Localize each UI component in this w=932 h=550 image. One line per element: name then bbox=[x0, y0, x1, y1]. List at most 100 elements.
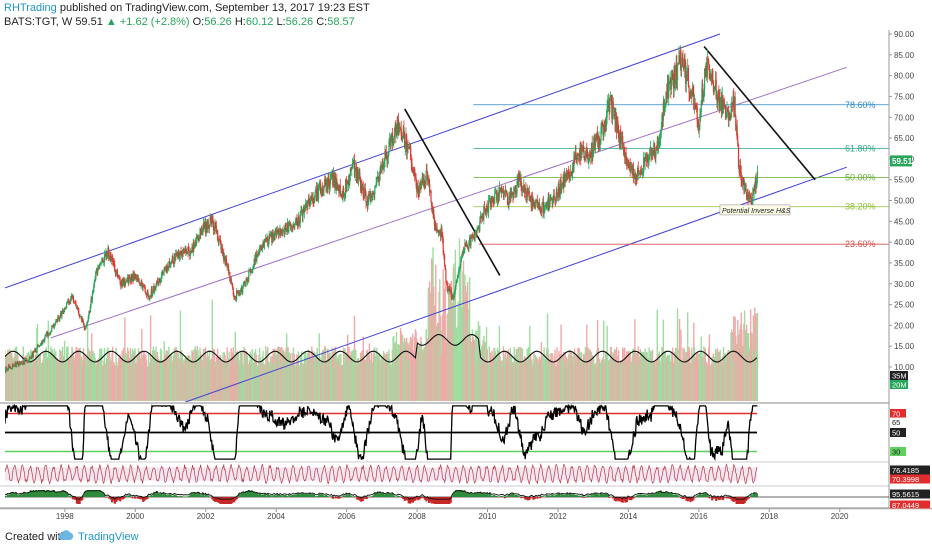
oscillator-bar bbox=[505, 496, 508, 497]
candle-body bbox=[279, 228, 281, 233]
candle-body bbox=[527, 191, 530, 194]
candle-body bbox=[577, 154, 579, 155]
candle-body bbox=[51, 326, 54, 327]
symbol-line: BATS:TGT, W 59.51 ▲ +1.62 (+2.8%) O:56.2… bbox=[4, 16, 355, 28]
candle-body bbox=[521, 188, 524, 192]
oscillator-bar bbox=[335, 497, 339, 499]
candle-body bbox=[192, 246, 194, 253]
candle-body bbox=[196, 235, 198, 240]
oscillator-bar bbox=[400, 497, 404, 498]
candle-body bbox=[433, 209, 435, 218]
candle-body bbox=[635, 178, 637, 180]
oscillator-bar bbox=[385, 493, 389, 497]
candle-body bbox=[387, 157, 389, 162]
candle-body bbox=[184, 247, 186, 251]
candle-body bbox=[58, 317, 60, 320]
tradingview-brand[interactable]: TradingView bbox=[78, 531, 139, 543]
candle-body bbox=[445, 270, 447, 282]
oscillator-bar bbox=[725, 497, 729, 499]
candle-body bbox=[654, 154, 656, 158]
oscillator-bar bbox=[146, 497, 149, 500]
candle-body bbox=[44, 335, 46, 340]
candle-body bbox=[363, 196, 365, 198]
oscillator-bar bbox=[490, 495, 493, 497]
oscillator-bar bbox=[25, 493, 28, 497]
candle-body bbox=[626, 162, 629, 164]
candle-body bbox=[133, 274, 135, 281]
oscillator-bar bbox=[127, 495, 130, 497]
author-link[interactable]: RHTrading bbox=[4, 2, 57, 14]
candle-body bbox=[36, 345, 39, 348]
candle-body bbox=[572, 168, 574, 171]
candle-body bbox=[626, 160, 628, 164]
candle-body bbox=[501, 190, 503, 193]
candle-body bbox=[692, 87, 694, 93]
oscillator-bar bbox=[427, 497, 431, 503]
candle-body bbox=[128, 277, 130, 284]
oscillator-bar bbox=[273, 494, 276, 497]
candle-body bbox=[345, 179, 347, 194]
candle-body bbox=[403, 127, 405, 134]
volume-bar bbox=[149, 315, 152, 401]
oscillator-bar bbox=[260, 494, 263, 497]
oscillator-bar bbox=[705, 493, 708, 497]
candle-body bbox=[144, 287, 146, 293]
oscillator-bar bbox=[211, 497, 214, 500]
oscillator-bar bbox=[9, 493, 12, 497]
candle-body bbox=[175, 252, 177, 254]
oscillator-bar bbox=[635, 495, 638, 497]
oscillator-bar bbox=[574, 495, 577, 497]
candle-body bbox=[655, 146, 657, 158]
oscillator-bar bbox=[89, 490, 92, 497]
oscillator-bar bbox=[685, 497, 688, 501]
oscillator-bar bbox=[618, 497, 622, 501]
oscillator-bar bbox=[170, 495, 173, 497]
candle-body bbox=[349, 175, 351, 185]
candle-body bbox=[250, 272, 253, 273]
oscillator-bar bbox=[608, 497, 611, 498]
price-change: ▲ +1.62 (+2.8%) bbox=[105, 16, 190, 28]
oscillator-bar bbox=[613, 497, 616, 501]
oscillator-bar bbox=[658, 490, 661, 497]
candle-body bbox=[255, 252, 257, 260]
candle-body bbox=[460, 259, 462, 267]
candle-body bbox=[641, 171, 643, 175]
candle-body bbox=[746, 193, 748, 199]
candle-body bbox=[617, 120, 619, 133]
candle-body bbox=[544, 206, 547, 207]
candle-body bbox=[206, 222, 208, 230]
candle-body bbox=[592, 143, 595, 153]
candle-body bbox=[168, 261, 171, 266]
candle-body bbox=[752, 193, 754, 210]
candle-body bbox=[303, 207, 305, 213]
volume-bar bbox=[450, 280, 453, 401]
candle-body bbox=[105, 250, 107, 257]
candle-body bbox=[22, 360, 24, 365]
candle-body bbox=[65, 307, 67, 309]
candle-body bbox=[731, 103, 734, 104]
oscillator-bar bbox=[77, 497, 80, 504]
candle-body bbox=[341, 193, 343, 196]
oscillator-bar bbox=[627, 497, 630, 499]
candle-body bbox=[31, 352, 33, 359]
oscillator-bar bbox=[246, 490, 249, 497]
candle-body bbox=[235, 296, 237, 299]
candle-body bbox=[315, 188, 317, 192]
oscillator-bar bbox=[314, 496, 317, 497]
symbol-label[interactable]: BATS:TGT, W bbox=[4, 16, 73, 28]
candle-body bbox=[560, 180, 562, 192]
candle-body bbox=[108, 256, 110, 258]
oscillator-bar bbox=[196, 492, 199, 497]
oscillator-bar bbox=[432, 497, 435, 504]
candle-body bbox=[13, 366, 15, 367]
candle-body bbox=[224, 257, 226, 265]
candle-body bbox=[124, 281, 127, 285]
candle-body bbox=[23, 360, 25, 364]
candle-body bbox=[632, 168, 634, 175]
candle-body bbox=[203, 223, 205, 229]
oscillator-bar bbox=[379, 491, 382, 497]
candle-body bbox=[21, 361, 23, 365]
oscillator-bar bbox=[430, 497, 433, 504]
volume-bar bbox=[36, 324, 39, 401]
